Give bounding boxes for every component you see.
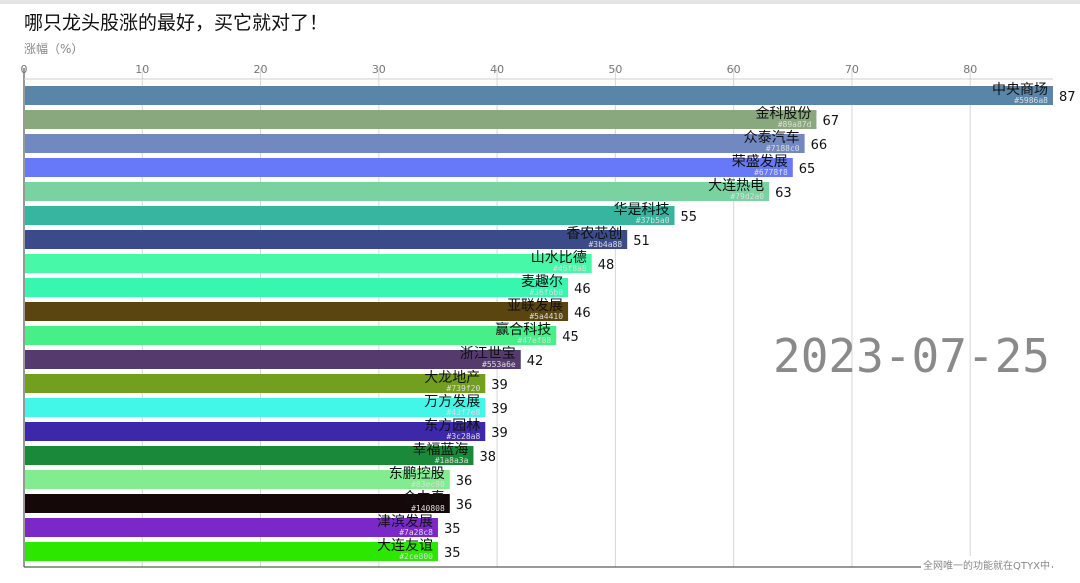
bar-大连友谊	[25, 542, 438, 561]
bar-value-label: 63	[775, 186, 792, 201]
bar-name-label: 香农芯创	[566, 226, 622, 242]
bar-value-label: 87	[1059, 90, 1076, 105]
x-tick-label: 80	[963, 63, 977, 76]
bar-name-label: 浙江世宝	[460, 346, 516, 362]
bar-name-label: 亚联发展	[507, 298, 563, 314]
bar-name-label: 万方发展	[424, 394, 480, 410]
x-tick-label: 70	[845, 63, 859, 76]
bar-中央商场	[25, 86, 1053, 105]
bar-value-label: 48	[598, 258, 615, 273]
bar-value-label: 36	[456, 474, 473, 489]
bar-name-label: 大连友谊	[377, 538, 433, 554]
bar-金科股份	[25, 110, 817, 129]
bar-color-code: #7a28c8	[399, 528, 433, 537]
bar-大连热电	[25, 182, 770, 201]
bar-value-label: 35	[444, 522, 461, 537]
bar-value-label: 38	[479, 450, 496, 465]
bar-name-label: 赢合科技	[495, 321, 551, 338]
bar-万方发展	[25, 398, 486, 417]
bar-东鹏控股	[25, 470, 450, 489]
bar-name-label: 东方园林	[424, 418, 480, 434]
bar-color-code: #140808	[411, 504, 445, 513]
x-tick-label: 40	[490, 63, 504, 76]
bar-value-label: 39	[491, 426, 508, 441]
bar-value-label: 39	[491, 378, 508, 393]
bar-color-code: #553a6e	[482, 360, 516, 369]
bar-color-code: #739f20	[447, 384, 481, 393]
bar-name-label: 津滨发展	[377, 514, 433, 530]
window-top-border	[0, 0, 1080, 4]
bar-color-code: #46f8a8	[553, 264, 587, 273]
bar-color-code: #5a4410	[529, 312, 563, 321]
bar-color-code: #36f6b0	[529, 288, 563, 297]
bar-value-label: 66	[811, 138, 828, 153]
bar-山水比德	[25, 254, 592, 273]
x-tick-label: 30	[372, 63, 386, 76]
bar-name-label: 众泰汽车	[744, 129, 800, 146]
bar-value-label: 35	[444, 546, 461, 561]
bar-name-label: 合力泰	[403, 490, 445, 506]
bar-color-code: #6778f8	[754, 168, 788, 177]
bar-合力泰	[25, 494, 450, 513]
bar-value-label: 45	[562, 330, 579, 345]
x-tick-label: 20	[254, 63, 268, 76]
x-tick-label: 50	[608, 63, 622, 76]
bar-name-label: 荣盛发展	[732, 154, 788, 170]
bar-name-label: 东鹏控股	[389, 466, 445, 482]
date-label: 2023-07-25	[773, 329, 1050, 383]
bar-value-label: 39	[491, 402, 508, 417]
bar-麦趣尔	[25, 278, 569, 297]
bar-name-label: 麦趣尔	[521, 274, 563, 290]
bar-name-label: 山水比德	[531, 250, 587, 266]
bar-赢合科技	[25, 326, 557, 345]
bar-color-code: #3b4a88	[588, 240, 622, 249]
bar-color-code: #89a87d	[778, 120, 812, 129]
bar-大龙地产	[25, 374, 486, 393]
bar-浙江世宝	[25, 350, 521, 369]
x-tick-label: 0	[21, 63, 28, 76]
bar-众泰汽车	[25, 134, 805, 153]
bar-name-label: 幸福蓝海	[412, 442, 468, 458]
bar-color-code: #3c28a8	[447, 432, 481, 441]
bar-value-label: 46	[574, 306, 591, 321]
x-tick-label: 10	[135, 63, 149, 76]
bar-value-label: 55	[681, 210, 698, 225]
bar-value-label: 65	[799, 162, 816, 177]
bar-name-label: 华是科技	[614, 202, 670, 218]
chart-title: 哪只龙头股涨的最好，买它就对了！	[24, 12, 329, 34]
bar-华是科技	[25, 206, 675, 225]
bar-东方园林	[25, 422, 486, 441]
bar-name-label: 中央商场	[992, 82, 1048, 98]
bar-name-label: 大龙地产	[424, 370, 480, 386]
bar-value-label: 42	[527, 354, 544, 369]
bar-color-code: #79d2a0	[730, 192, 764, 201]
bar-color-code: #1a8a3a	[435, 456, 469, 465]
bar-color-code: #83ec90	[411, 480, 445, 489]
bar-荣盛发展	[25, 158, 793, 177]
bar-color-code: #43f7e8	[447, 408, 481, 417]
bar-name-label: 大连热电	[708, 178, 764, 194]
bar-幸福蓝海	[25, 446, 474, 465]
axis-label: 涨幅（%）	[24, 42, 84, 56]
bar-亚联发展	[25, 302, 569, 321]
bar-color-code: #2ce800	[399, 552, 433, 561]
bar-color-code: #47ef88	[518, 336, 552, 345]
x-tick-label: 60	[727, 63, 741, 76]
bar-value-label: 67	[822, 114, 839, 129]
bar-津滨发展	[25, 518, 438, 537]
bar-香农芯创	[25, 230, 628, 249]
bar-value-label: 36	[456, 498, 473, 513]
watermark: 全网唯一的功能就在QTYX中	[921, 556, 1052, 573]
bar-color-code: #5986a8	[1014, 96, 1048, 105]
bar-value-label: 51	[633, 234, 650, 249]
bar-name-label: 金科股份	[755, 106, 811, 122]
bar-color-code: #7188c0	[766, 144, 800, 153]
bar-color-code: #37b5a0	[636, 216, 670, 225]
bar-value-label: 46	[574, 282, 591, 297]
